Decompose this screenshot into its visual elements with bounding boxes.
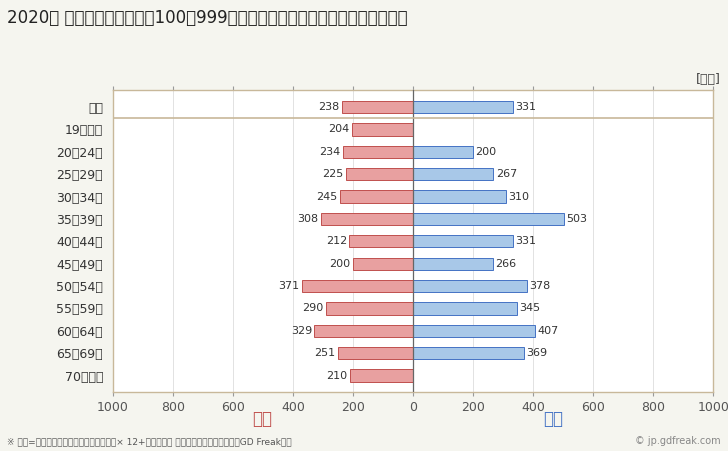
Bar xyxy=(352,123,414,135)
Bar xyxy=(301,280,414,292)
Text: 266: 266 xyxy=(496,259,517,269)
Bar xyxy=(350,369,414,382)
Text: 200: 200 xyxy=(330,259,351,269)
Text: 212: 212 xyxy=(326,236,347,246)
Bar xyxy=(341,101,414,113)
Text: 407: 407 xyxy=(538,326,559,336)
Text: 238: 238 xyxy=(318,102,339,112)
Text: 329: 329 xyxy=(290,326,312,336)
Bar xyxy=(414,302,517,315)
Bar xyxy=(414,213,564,225)
Text: ※ 年収=「きまって支給する現金給与額」× 12+「年間賞与 その他特別給与額」としてGD Freak推計: ※ 年収=「きまって支給する現金給与額」× 12+「年間賞与 その他特別給与額」… xyxy=(7,437,292,446)
Bar xyxy=(414,190,506,202)
Bar xyxy=(414,235,513,248)
Bar xyxy=(346,168,414,180)
Text: 225: 225 xyxy=(322,169,343,179)
Bar xyxy=(414,258,493,270)
Bar xyxy=(414,325,535,337)
Text: 200: 200 xyxy=(475,147,496,157)
Text: 308: 308 xyxy=(297,214,318,224)
Text: 男性: 男性 xyxy=(543,410,563,428)
Text: 210: 210 xyxy=(327,371,348,381)
Text: 204: 204 xyxy=(328,124,349,134)
Bar xyxy=(326,302,414,315)
Bar xyxy=(339,190,414,202)
Bar xyxy=(338,347,414,359)
Bar xyxy=(414,101,513,113)
Text: [万円]: [万円] xyxy=(696,73,721,86)
Text: 345: 345 xyxy=(519,304,540,313)
Text: 503: 503 xyxy=(566,214,587,224)
Bar xyxy=(414,146,473,158)
Text: 2020年 民間企業（従業者数100～999人）フルタイム労働者の男女別平均年収: 2020年 民間企業（従業者数100～999人）フルタイム労働者の男女別平均年収 xyxy=(7,9,408,27)
Text: 245: 245 xyxy=(316,192,337,202)
Bar xyxy=(314,325,414,337)
Text: 女性: 女性 xyxy=(252,410,272,428)
Bar xyxy=(414,347,524,359)
Bar xyxy=(414,280,526,292)
Text: 378: 378 xyxy=(529,281,550,291)
Text: 331: 331 xyxy=(515,102,536,112)
Text: © jp.gdfreak.com: © jp.gdfreak.com xyxy=(635,437,721,446)
Bar xyxy=(353,258,414,270)
Text: 331: 331 xyxy=(515,236,536,246)
Text: 369: 369 xyxy=(526,348,547,358)
Bar xyxy=(343,146,414,158)
Text: 290: 290 xyxy=(302,304,324,313)
Text: 234: 234 xyxy=(319,147,341,157)
Bar xyxy=(349,235,414,248)
Bar xyxy=(320,213,414,225)
Text: 371: 371 xyxy=(278,281,299,291)
Text: 267: 267 xyxy=(496,169,517,179)
Text: 251: 251 xyxy=(314,348,336,358)
Text: 310: 310 xyxy=(509,192,530,202)
Bar xyxy=(414,168,494,180)
